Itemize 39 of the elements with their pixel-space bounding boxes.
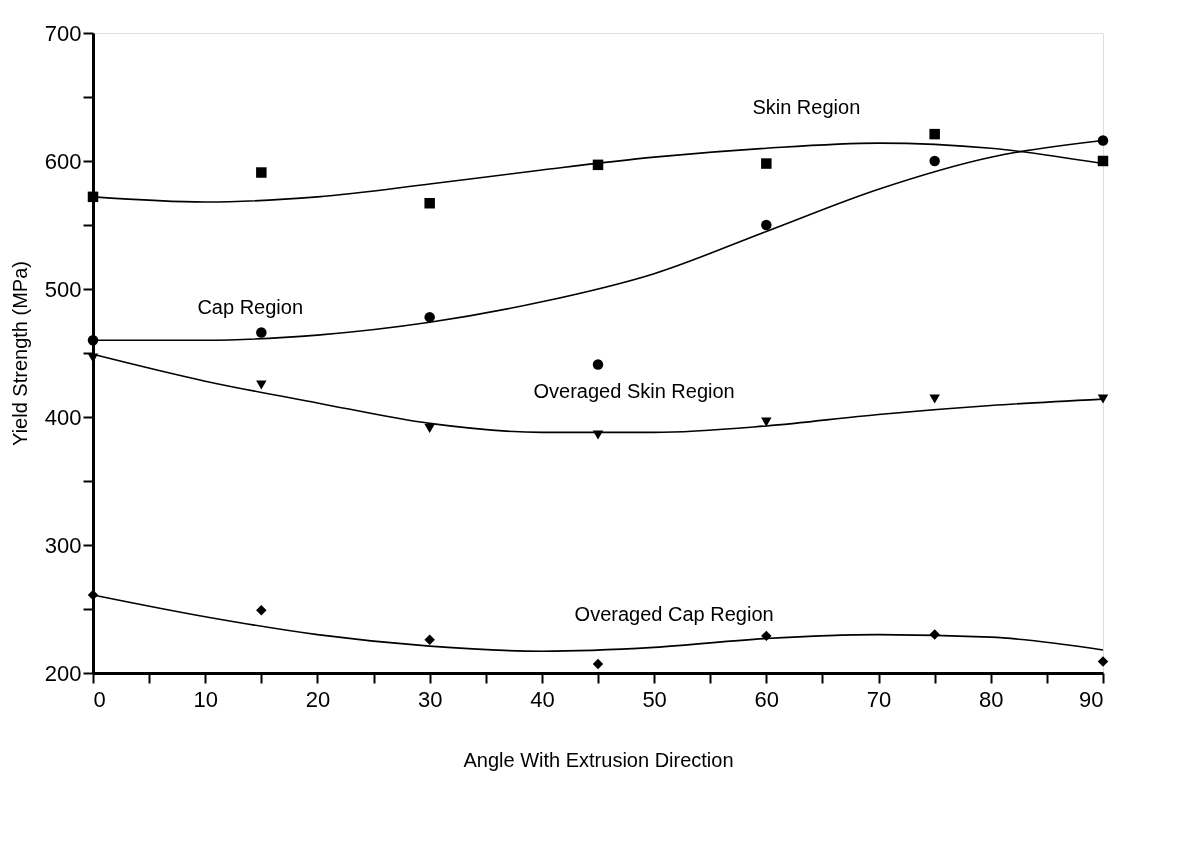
point: [256, 380, 267, 390]
x-tick-label: 60: [754, 686, 780, 712]
y-tick-label: 400: [44, 404, 82, 430]
point: [424, 311, 435, 323]
x-tick-label: 80: [979, 686, 1004, 712]
x-tick-label: 10: [193, 686, 218, 712]
y-tick-label: 500: [44, 276, 82, 302]
y-tick-label: 200: [44, 660, 82, 686]
series-label: Cap Region: [197, 296, 304, 319]
point: [256, 327, 267, 338]
point: [1097, 656, 1109, 667]
y-tick-label: 700: [44, 20, 82, 46]
point: [761, 158, 772, 169]
series-label: Skin Region: [752, 96, 861, 119]
x-tick-label: 90: [1079, 686, 1104, 712]
x-tick-label: 30: [417, 686, 443, 712]
point: [424, 198, 435, 209]
y-tick-label: 600: [44, 148, 82, 174]
x-axis-title: Angle With Extrusion Direction: [463, 748, 734, 771]
point: [592, 430, 604, 440]
series-label: Overaged Skin Region: [533, 380, 735, 403]
point: [929, 128, 940, 140]
point: [256, 605, 267, 616]
point: [761, 219, 772, 231]
series-label: Overaged Cap Region: [574, 603, 774, 626]
x-tick-label: 70: [866, 686, 892, 712]
point: [592, 359, 604, 370]
y-axis-title: Yield Strength (MPa): [8, 261, 31, 446]
point: [929, 155, 940, 167]
point: [592, 658, 604, 670]
point: [87, 589, 99, 601]
x-tick-label: 40: [530, 686, 555, 712]
y-tick-label: 300: [44, 532, 82, 558]
point: [424, 634, 435, 645]
x-tick-label: 20: [305, 686, 331, 712]
x-tick-label: 0: [93, 686, 106, 712]
point: [424, 423, 435, 434]
point: [256, 167, 267, 178]
x-tick-label: 50: [642, 686, 667, 712]
